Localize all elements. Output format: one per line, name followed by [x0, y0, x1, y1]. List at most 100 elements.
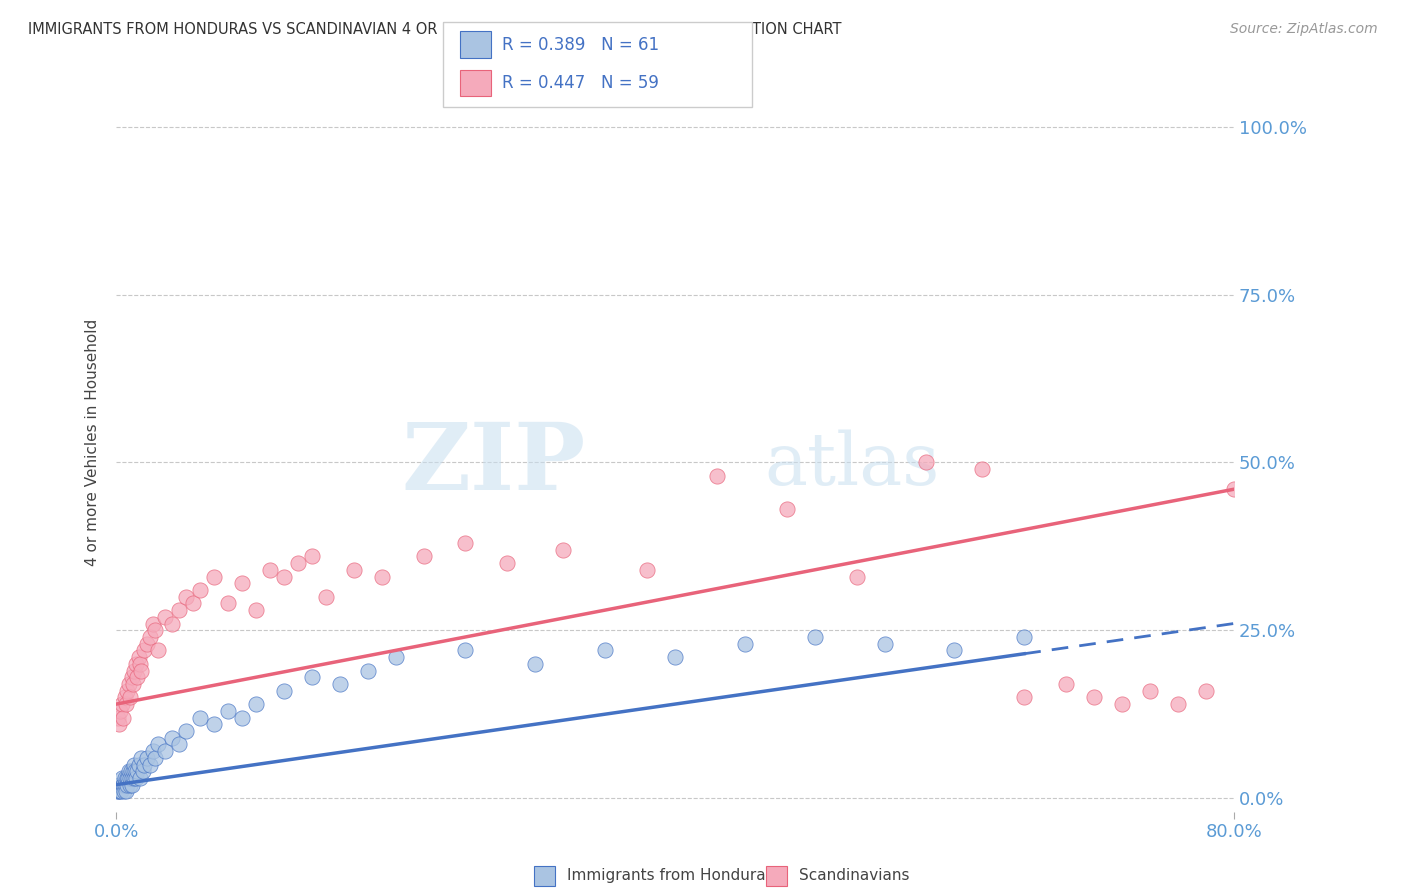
Point [1083, 690, 1105, 705]
Point [112, 778, 135, 792]
Point [125, 771, 148, 785]
Point [121, 771, 143, 785]
Point [125, 657, 148, 671]
Point [636, 563, 658, 577]
Point [134, 643, 156, 657]
Point [217, 704, 239, 718]
Point [664, 650, 686, 665]
Point [357, 664, 380, 678]
Point [803, 630, 825, 644]
Point [127, 764, 149, 779]
Text: Source: ZipAtlas.com: Source: ZipAtlas.com [1230, 22, 1378, 37]
Point [112, 784, 135, 798]
Point [454, 536, 477, 550]
Point [115, 784, 138, 798]
Point [115, 771, 138, 785]
Point [122, 771, 145, 785]
Point [1139, 683, 1161, 698]
Point [273, 683, 295, 698]
Point [134, 757, 156, 772]
Point [142, 744, 165, 758]
Point [108, 778, 131, 792]
Point [108, 717, 131, 731]
Text: Scandinavians: Scandinavians [799, 869, 910, 883]
Point [128, 757, 150, 772]
Point [117, 778, 139, 792]
Point [943, 643, 966, 657]
Y-axis label: 4 or more Vehicles in Household: 4 or more Vehicles in Household [86, 318, 100, 566]
Point [139, 630, 162, 644]
Point [217, 596, 239, 610]
Point [136, 637, 159, 651]
Text: R = 0.389   N = 61: R = 0.389 N = 61 [502, 36, 659, 54]
Point [873, 637, 896, 651]
Point [1195, 683, 1218, 698]
Point [148, 643, 170, 657]
Point [127, 670, 149, 684]
Point [231, 710, 253, 724]
Text: IMMIGRANTS FROM HONDURAS VS SCANDINAVIAN 4 OR MORE VEHICLES IN HOUSEHOLD CORRELA: IMMIGRANTS FROM HONDURAS VS SCANDINAVIAN… [28, 22, 842, 37]
Text: R = 0.447   N = 59: R = 0.447 N = 59 [502, 74, 659, 92]
Point [139, 757, 162, 772]
Point [202, 569, 225, 583]
Point [131, 664, 153, 678]
Point [972, 462, 994, 476]
Point [136, 751, 159, 765]
Point [1054, 677, 1077, 691]
Point [121, 670, 143, 684]
Point [174, 723, 197, 738]
Point [124, 757, 146, 772]
Point [174, 590, 197, 604]
Point [496, 556, 519, 570]
Point [128, 650, 150, 665]
Point [111, 778, 134, 792]
Point [114, 771, 136, 785]
Point [107, 710, 129, 724]
Point [301, 549, 323, 564]
Point [202, 717, 225, 731]
Point [188, 710, 211, 724]
Point [107, 784, 129, 798]
Point [129, 771, 152, 785]
Point [915, 455, 938, 469]
Point [112, 710, 135, 724]
Point [124, 764, 146, 779]
Point [1223, 482, 1246, 496]
Point [131, 751, 153, 765]
Point [1012, 690, 1035, 705]
Point [124, 664, 146, 678]
Point [343, 563, 366, 577]
Point [107, 784, 129, 798]
Point [167, 738, 190, 752]
Point [160, 731, 183, 745]
Text: ZIP: ZIP [401, 419, 586, 509]
Point [181, 596, 204, 610]
Point [120, 771, 142, 785]
Point [145, 751, 167, 765]
Point [329, 677, 352, 691]
Point [111, 771, 134, 785]
Point [118, 778, 141, 792]
Text: Immigrants from Honduras: Immigrants from Honduras [567, 869, 773, 883]
Point [118, 764, 141, 779]
Point [142, 616, 165, 631]
Point [1111, 697, 1133, 711]
Point [1012, 630, 1035, 644]
Point [553, 542, 575, 557]
Point [734, 637, 756, 651]
Point [114, 690, 136, 705]
Point [287, 556, 309, 570]
Point [245, 603, 267, 617]
Text: atlas: atlas [765, 429, 939, 500]
Point [384, 650, 406, 665]
Point [315, 590, 337, 604]
Point [110, 704, 132, 718]
Point [706, 468, 728, 483]
Point [776, 502, 799, 516]
Point [117, 771, 139, 785]
Point [593, 643, 616, 657]
Point [118, 677, 141, 691]
Point [111, 697, 134, 711]
Point [370, 569, 392, 583]
Point [412, 549, 434, 564]
